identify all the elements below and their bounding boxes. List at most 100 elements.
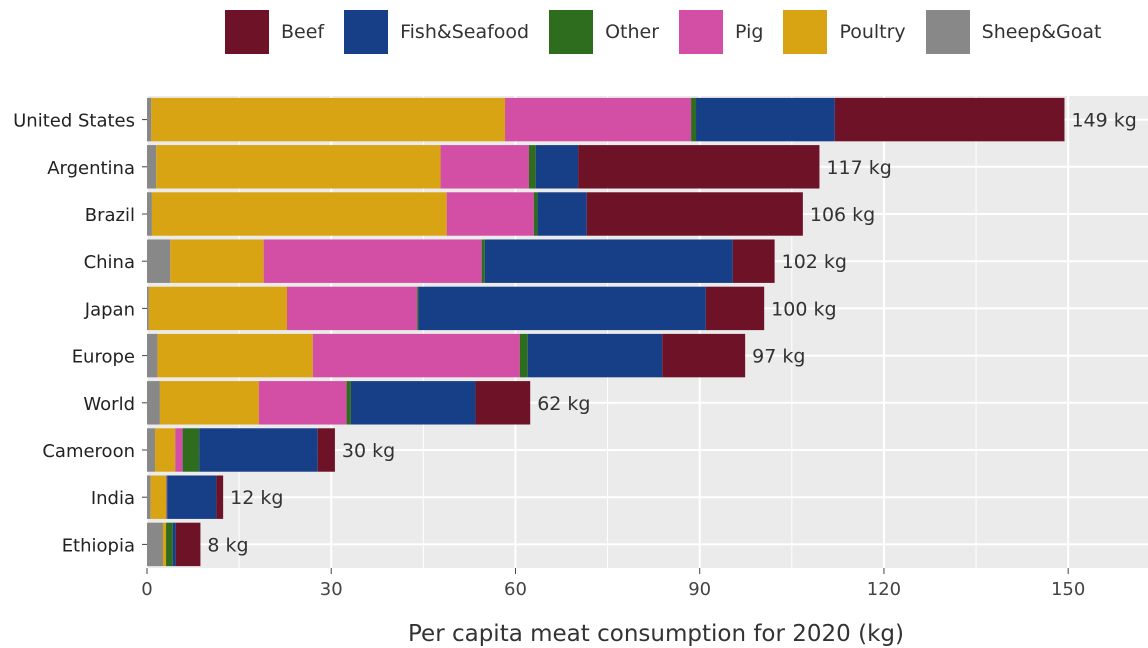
- category-label: United States: [13, 111, 135, 132]
- bar-segment-fish-seafood-china: [484, 239, 733, 283]
- legend-label-fish-seafood: Fish&Seafood: [400, 21, 530, 43]
- bar-segment-fish-seafood-india: [167, 475, 217, 519]
- bar-segment-other-ethiopia: [166, 522, 173, 567]
- bar-segment-beef-argentina: [578, 145, 820, 189]
- category-label: Japan: [84, 299, 135, 320]
- legend-item-sheep-goat: Sheep&Goat: [925, 10, 1102, 54]
- legend-swatch-sheep-goat: [925, 10, 970, 54]
- category-label: Europe: [72, 347, 135, 368]
- bar-segment-fish-seafood-cameroon: [199, 428, 318, 472]
- bar-segment-poultry-world: [159, 381, 259, 425]
- bar-segment-beef-cameroon: [317, 428, 335, 472]
- legend-item-pig: Pig: [679, 10, 763, 54]
- bar-segment-sheep-goat-europe: [147, 333, 158, 378]
- bar-segment-poultry-china: [170, 239, 264, 283]
- bar-segment-poultry-brazil: [151, 192, 447, 236]
- legend-label-pig: Pig: [735, 21, 764, 43]
- legend-label-other: Other: [605, 21, 660, 43]
- bar-segment-poultry-united-states: [151, 97, 506, 142]
- bar-segment-pig-cameroon: [175, 428, 183, 472]
- bar-segment-beef-china: [732, 239, 775, 283]
- legend-swatch-fish-seafood: [344, 10, 389, 54]
- bar-segment-other-argentina: [528, 145, 536, 189]
- legend-item-other: Other: [549, 10, 659, 54]
- bar-segment-beef-ethiopia: [175, 522, 201, 567]
- bar-segment-pig-world: [258, 381, 347, 425]
- total-label: 12 kg: [230, 487, 283, 509]
- bar-segment-poultry-cameroon: [154, 428, 176, 472]
- bar-segment-poultry-india: [150, 475, 167, 519]
- bar-segment-pig-united-states: [505, 97, 692, 142]
- bar-segment-beef-europe: [662, 333, 746, 378]
- bar-segment-other-japan: [417, 286, 419, 331]
- bar-segment-poultry-europe: [157, 333, 313, 378]
- legend-label-sheep-goat: Sheep&Goat: [981, 21, 1102, 43]
- category-label: World: [83, 394, 135, 415]
- bar-segment-poultry-argentina: [156, 145, 441, 189]
- legend-label-beef: Beef: [281, 21, 325, 43]
- bar-segment-beef-united-states: [834, 97, 1065, 142]
- bar-segment-fish-seafood-brazil: [537, 192, 587, 236]
- category-label: India: [91, 488, 135, 509]
- bar-segment-pig-japan: [287, 286, 418, 331]
- bar-segment-beef-world: [475, 381, 531, 425]
- x-tick-label: 90: [688, 579, 711, 600]
- total-label: 62 kg: [537, 393, 590, 415]
- legend-swatch-other: [549, 10, 594, 54]
- bar-segment-pig-argentina: [440, 145, 529, 189]
- legend: Beef Fish&Seafood Other Pig Poultry Shee…: [225, 10, 1121, 54]
- x-axis-title: Per capita meat consumption for 2020 (kg…: [408, 621, 904, 647]
- x-tick-label: 60: [504, 579, 527, 600]
- bar-segment-other-united-states: [691, 97, 697, 142]
- total-label: 102 kg: [782, 251, 847, 273]
- total-label: 30 kg: [342, 440, 395, 462]
- bar-segment-other-world: [346, 381, 351, 425]
- bar-segment-pig-china: [263, 239, 482, 283]
- bar-segment-fish-seafood-world: [350, 381, 476, 425]
- bar-segment-poultry-ethiopia: [162, 522, 167, 567]
- bar-segment-pig-brazil: [446, 192, 534, 236]
- legend-swatch-beef: [225, 10, 269, 54]
- legend-item-fish-seafood: Fish&Seafood: [344, 10, 529, 54]
- bar-segment-pig-india: [166, 475, 167, 519]
- total-label: 106 kg: [810, 204, 875, 226]
- bar-segment-sheep-goat-india: [147, 475, 151, 519]
- bar-segment-sheep-goat-world: [147, 381, 160, 425]
- bar-segment-sheep-goat-cameroon: [147, 428, 155, 472]
- bar-segment-beef-japan: [705, 286, 765, 331]
- bar-segment-beef-india: [216, 475, 224, 519]
- bar-segment-sheep-goat-japan: [147, 286, 149, 331]
- bar-segment-other-brazil: [533, 192, 538, 236]
- total-label: 8 kg: [207, 534, 248, 556]
- legend-item-poultry: Poultry: [783, 10, 906, 54]
- total-label: 149 kg: [1071, 110, 1136, 132]
- bar-segment-sheep-goat-china: [147, 239, 171, 283]
- legend-item-beef: Beef: [225, 10, 324, 54]
- bar-segment-other-india: [166, 475, 168, 519]
- category-label: Argentina: [47, 158, 135, 179]
- category-label: Ethiopia: [62, 535, 135, 556]
- bar-segment-sheep-goat-united-states: [147, 97, 152, 142]
- category-label: China: [84, 252, 135, 273]
- x-tick-label: 120: [867, 579, 901, 600]
- x-tick-label: 150: [1051, 579, 1085, 600]
- legend-swatch-pig: [679, 10, 724, 54]
- legend-label-poultry: Poultry: [839, 21, 906, 43]
- bar-segment-pig-europe: [312, 333, 520, 378]
- x-tick-label: 30: [320, 579, 343, 600]
- total-label: 117 kg: [826, 157, 891, 179]
- total-label: 100 kg: [771, 298, 836, 320]
- bar-segment-fish-seafood-ethiopia: [172, 522, 176, 567]
- category-label: Cameroon: [42, 441, 135, 462]
- bar-segment-other-cameroon: [182, 428, 200, 472]
- bar-segment-other-europe: [519, 333, 528, 378]
- bar-segment-fish-seafood-united-states: [696, 97, 835, 142]
- total-label: 97 kg: [752, 346, 805, 368]
- bar-segment-sheep-goat-brazil: [147, 192, 152, 236]
- x-tick-label: 0: [141, 579, 152, 600]
- bar-segment-fish-seafood-japan: [418, 286, 706, 331]
- bar-segment-fish-seafood-argentina: [535, 145, 579, 189]
- legend-swatch-poultry: [783, 10, 828, 54]
